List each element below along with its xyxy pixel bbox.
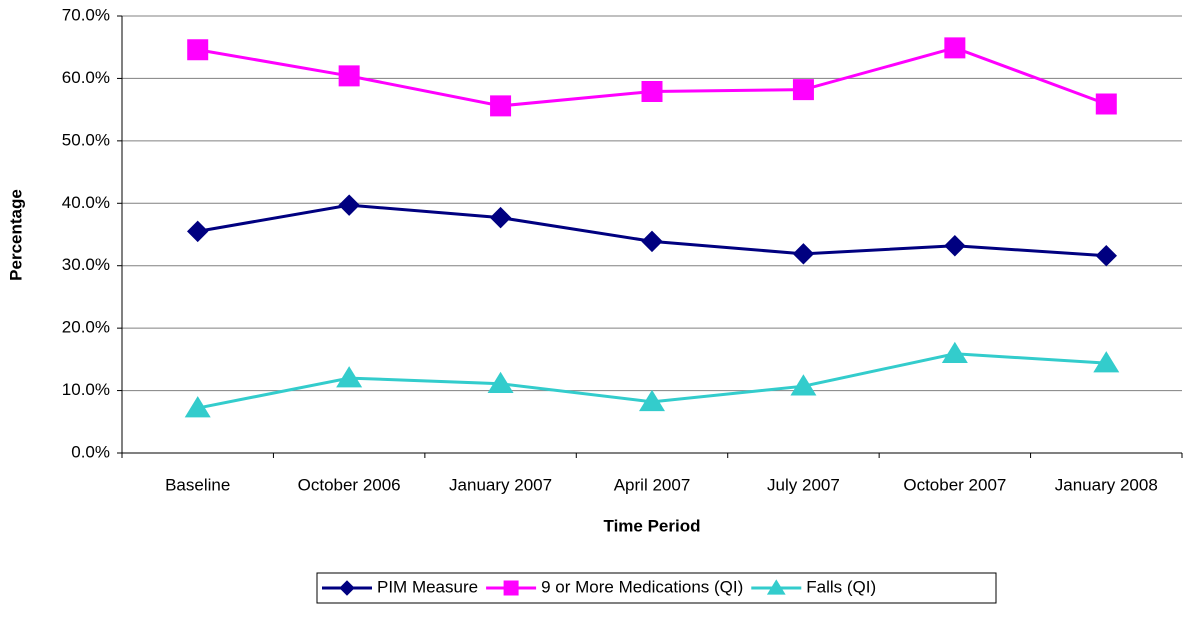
x-tick-label: April 2007 (614, 475, 691, 494)
marker (490, 95, 512, 117)
marker (944, 235, 966, 257)
marker (338, 194, 360, 216)
x-tick-label: October 2006 (298, 475, 401, 494)
marker (487, 371, 514, 394)
y-tick-label: 40.0% (62, 193, 110, 212)
legend-label: PIM Measure (377, 577, 478, 596)
x-tick-label: January 2007 (449, 475, 552, 494)
legend-item: PIM Measure (322, 577, 478, 596)
y-tick-label: 30.0% (62, 255, 110, 274)
y-tick-label: 50.0% (62, 130, 110, 149)
marker (489, 206, 512, 229)
marker (941, 341, 968, 364)
marker (184, 396, 211, 418)
y-tick-label: 70.0% (62, 5, 110, 24)
marker (503, 580, 519, 596)
marker (336, 366, 363, 388)
marker (766, 579, 786, 595)
marker (641, 230, 663, 253)
x-tick-label: July 2007 (767, 475, 840, 494)
legend-item: Falls (QI) (751, 577, 876, 596)
legend-item: 9 or More Medications (QI) (486, 577, 743, 596)
legend-box (316, 572, 997, 604)
marker (790, 374, 817, 396)
y-tick-label: 20.0% (62, 318, 110, 337)
x-tick-label: October 2007 (903, 475, 1006, 494)
marker (792, 243, 815, 265)
marker (338, 65, 360, 87)
legend-label: 9 or More Medications (QI) (541, 577, 743, 596)
y-tick-label: 10.0% (62, 380, 110, 399)
marker (187, 39, 209, 61)
marker (1093, 351, 1120, 373)
x-tick-label: January 2008 (1055, 475, 1158, 494)
x-axis-title: Time Period (604, 516, 701, 535)
marker (339, 580, 355, 596)
marker (641, 81, 663, 103)
x-tick-label: Baseline (165, 475, 230, 494)
marker (1095, 93, 1117, 115)
y-tick-label: 0.0% (71, 442, 110, 461)
marker (944, 37, 966, 59)
marker (187, 220, 209, 243)
legend-label: Falls (QI) (806, 577, 876, 596)
y-tick-label: 60.0% (62, 68, 110, 87)
marker (1095, 245, 1117, 267)
y-axis-title: Percentage (6, 189, 25, 281)
marker (792, 79, 814, 101)
marker (639, 389, 665, 412)
